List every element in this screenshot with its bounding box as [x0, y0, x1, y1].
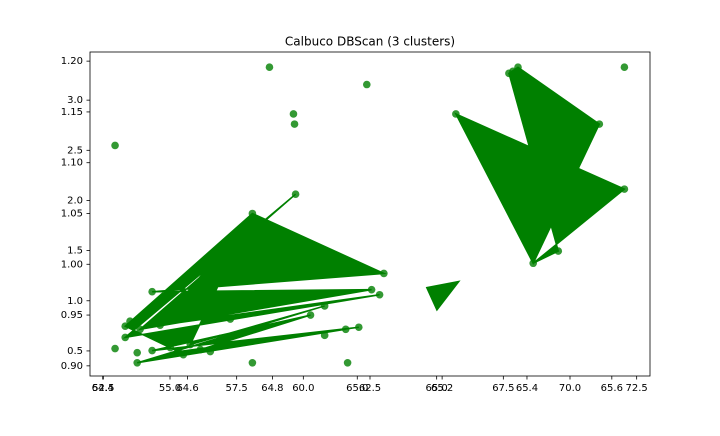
scatter-point — [133, 358, 141, 367]
scatter-point — [232, 301, 241, 309]
x-tick-label: 52.5 — [92, 383, 114, 394]
scatter-point — [111, 141, 119, 150]
scatter-point — [620, 63, 629, 72]
scatter-point — [186, 340, 195, 349]
scatter-point — [306, 311, 315, 319]
x-tick-label: 65.0 — [426, 383, 448, 394]
y-tick-label: 1.20 — [61, 56, 83, 67]
scatter-point — [367, 285, 376, 294]
scatter-point — [133, 348, 141, 357]
scatter-point — [121, 333, 129, 342]
x-tick-label: 57.5 — [226, 383, 248, 394]
y-tick-label: 1.10 — [61, 158, 83, 169]
chart-title: Calbuco DBScan (3 clusters) — [285, 35, 455, 49]
x-tick-label: 70.0 — [559, 383, 581, 394]
y-tick-label: 1.00 — [61, 259, 83, 270]
x-tick-label: 72.5 — [626, 383, 648, 394]
x-tick-label: 62.5 — [359, 383, 381, 394]
scatter-point — [111, 344, 119, 353]
x-tick-label: 55.0 — [159, 383, 181, 394]
y-tick-label: 2.5 — [67, 145, 83, 156]
scatter-point — [291, 190, 300, 198]
y-tick-label: 0.95 — [61, 310, 83, 321]
y-tick-label: 0.90 — [61, 361, 83, 372]
scatter-point — [363, 80, 371, 89]
scatter-point — [179, 350, 188, 359]
scatter-point — [290, 120, 299, 128]
scatter-point — [554, 247, 563, 255]
y-tick-label: 2.0 — [67, 195, 83, 206]
y-tick-label: 3.0 — [67, 95, 83, 106]
scatter-point — [126, 317, 134, 325]
y-tick-label: 1.15 — [61, 107, 83, 118]
x-tick-label: 65.0 — [346, 383, 368, 394]
y-tick-label: 1.5 — [67, 246, 83, 257]
scatter-point — [375, 290, 384, 299]
scatter-point — [248, 358, 257, 367]
scatter-point — [341, 325, 350, 334]
scatter-point — [148, 346, 156, 355]
y-tick-label: 1.05 — [61, 208, 83, 219]
y-tick-label: 0.5 — [67, 346, 83, 357]
x-tick-label: 65.4 — [516, 383, 538, 394]
scatter-point — [226, 315, 235, 323]
x-tick-label: 65.6 — [601, 383, 623, 394]
scatter-point — [136, 325, 144, 334]
scatter-point — [380, 269, 388, 278]
scatter-point — [206, 347, 215, 356]
scatter-point — [452, 110, 460, 118]
scatter-point — [355, 323, 363, 332]
scatter-point — [529, 259, 537, 268]
scatter-point — [248, 209, 257, 218]
scatter-point — [620, 185, 629, 193]
scatter-point — [121, 322, 129, 331]
scatter-point — [196, 345, 205, 354]
x-tick-label: 65.2 — [431, 383, 453, 394]
filled-line — [425, 280, 461, 312]
scatter-point — [148, 287, 156, 296]
x-tick-label: 64.4 — [92, 383, 114, 394]
scatter-point — [289, 110, 298, 118]
x-tick-label: 64.6 — [176, 383, 198, 394]
scatter-point — [514, 63, 522, 72]
scatter-point — [265, 63, 274, 72]
scatter-point — [595, 120, 604, 128]
x-tick-label: 67.5 — [492, 383, 514, 394]
y-tick-label: 1.0 — [67, 296, 83, 307]
x-tick-label: 60.0 — [292, 383, 314, 394]
scatter-point — [509, 67, 517, 76]
scatter-point — [320, 331, 329, 340]
scatter-point — [343, 358, 352, 367]
scatter-point — [166, 343, 175, 352]
scatter-point — [156, 321, 164, 330]
scatter-point — [216, 334, 225, 343]
scatter-point — [320, 302, 329, 310]
x-tick-label: 64.8 — [261, 383, 283, 394]
